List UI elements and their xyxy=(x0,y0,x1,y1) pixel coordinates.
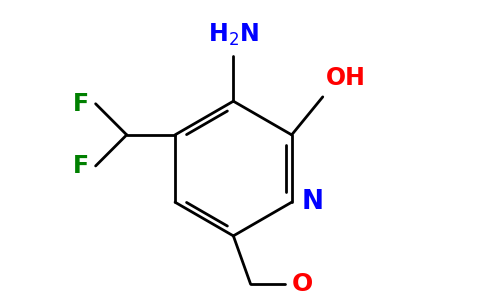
Text: OH: OH xyxy=(326,66,366,90)
Text: H$_2$N: H$_2$N xyxy=(208,22,259,48)
Text: F: F xyxy=(73,154,89,178)
Text: N: N xyxy=(302,189,324,215)
Text: O: O xyxy=(292,272,313,296)
Text: F: F xyxy=(73,92,89,116)
